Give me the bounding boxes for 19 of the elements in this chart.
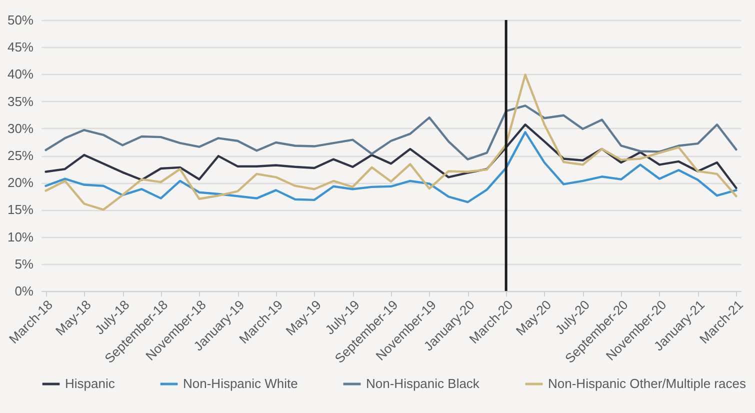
y-tick-label: 45%	[7, 40, 34, 55]
y-tick-label: 25%	[7, 148, 34, 163]
y-tick-label: 30%	[7, 120, 34, 136]
legend-label: Non-Hispanic Black	[366, 376, 480, 391]
y-tick-label: 50%	[7, 12, 34, 28]
line-series	[44, 124, 738, 190]
line-series	[44, 74, 738, 211]
legend-label: Non-Hispanic Other/Multiple races	[548, 376, 746, 391]
y-tick-label: 5%	[14, 256, 34, 272]
line-series	[44, 104, 738, 160]
y-tick-label: 15%	[7, 202, 34, 218]
legend-label: Non-Hispanic White	[183, 376, 298, 391]
y-tick-label: 40%	[7, 66, 34, 82]
y-tick-label: 35%	[7, 94, 34, 109]
y-tick-label: 20%	[7, 175, 34, 190]
y-tick-label: 0%	[14, 284, 34, 298]
y-tick-label: 10%	[7, 229, 34, 244]
line-series	[44, 131, 738, 204]
legend-label: Hispanic	[65, 376, 116, 391]
